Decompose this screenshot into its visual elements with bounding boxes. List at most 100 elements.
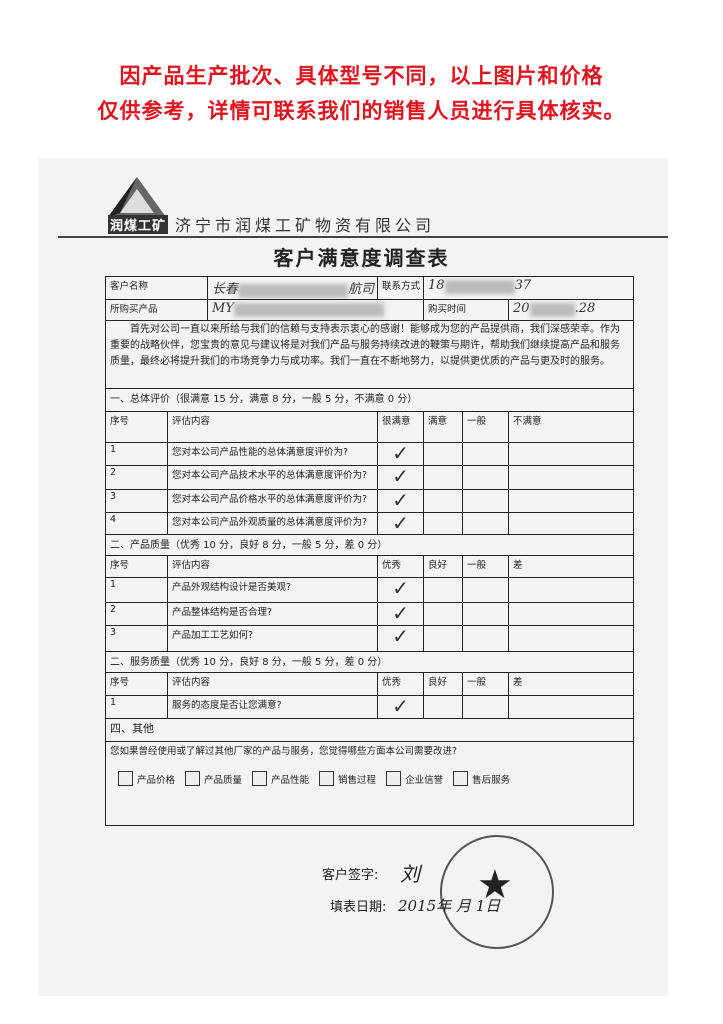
question: 服务的态度是否让您满意? xyxy=(166,695,379,719)
check-mark-icon: ✓ xyxy=(377,625,425,652)
rating-cell xyxy=(462,489,510,513)
intro-paragraph: 首先对公司一直以来所给与我们的信赖与支持表示衷心的感谢！能够成为您的产品提供商，… xyxy=(104,320,635,389)
section-title: 二、产品质量（优秀 10 分，良好 8 分，一般 5 分，差 0 分） xyxy=(104,534,635,556)
company-logo xyxy=(108,177,166,217)
rating-cell xyxy=(462,577,510,603)
rating-cell xyxy=(423,512,464,535)
product-label: 所购买产品 xyxy=(104,299,209,321)
table-row: 2 产品整体结构是否合理? ✓ xyxy=(105,602,635,626)
signature-value: 刘 xyxy=(400,862,420,886)
column-header: 一般 xyxy=(462,555,510,578)
rating-cell xyxy=(462,465,510,490)
contact-value: 18 37 xyxy=(423,276,635,300)
signature-label: 客户签字: xyxy=(322,868,379,883)
section-title: 一、总体评价（很满意 15 分，满意 8 分，一般 5 分，不满意 0 分） xyxy=(104,388,635,412)
row-number: 3 xyxy=(105,489,168,513)
rating-cell xyxy=(462,695,510,719)
check-mark-icon: ✓ xyxy=(377,695,425,719)
notice-line-1: 因产品生产批次、具体型号不同，以上图片和价格 xyxy=(119,64,604,88)
column-header: 评估内容 xyxy=(166,555,379,578)
customer-name-value: 长春 航司 xyxy=(207,276,379,300)
other-question: 您如果曾经使用或了解过其他厂家的产品与服务，您觉得哪些方面本公司需要改进? xyxy=(110,746,458,757)
rating-cell xyxy=(423,465,464,490)
table-row: 4 您对本公司产品外观质量的总体满意度评价为? ✓ xyxy=(105,512,635,535)
option-label: 售后服务 xyxy=(472,774,511,786)
column-header: 序号 xyxy=(105,555,168,578)
option-checkbox[interactable]: 售后服务 xyxy=(453,771,510,786)
date-label: 填表日期: xyxy=(330,900,387,915)
notice-line-2: 仅供参考，详情可联系我们的销售人员进行具体核实。 xyxy=(97,99,626,123)
check-mark-icon: ✓ xyxy=(377,512,425,535)
column-header: 序号 xyxy=(105,411,168,443)
option-label: 产品价格 xyxy=(137,774,176,786)
rating-cell xyxy=(423,625,464,652)
rating-cell xyxy=(508,442,635,466)
option-checkbox[interactable]: 销售过程 xyxy=(319,771,376,786)
question: 产品整体结构是否合理? xyxy=(166,602,379,626)
purchase-time-value: 20.28 xyxy=(508,299,635,321)
row-number: 2 xyxy=(105,602,168,626)
option-checkbox[interactable]: 企业信誉 xyxy=(386,771,443,786)
option-checkbox[interactable]: 产品质量 xyxy=(185,771,242,786)
rating-cell xyxy=(423,695,464,719)
purchase-time-label: 购买时间 xyxy=(423,299,510,321)
check-mark-icon: ✓ xyxy=(377,442,425,466)
rating-cell xyxy=(508,512,635,535)
rating-cell xyxy=(462,512,510,535)
column-header: 评估内容 xyxy=(166,411,379,443)
checkbox-icon[interactable] xyxy=(185,771,201,786)
column-header: 一般 xyxy=(462,411,510,443)
question: 您对本公司产品技术水平的总体满意度评价为? xyxy=(166,465,379,490)
other-title: 四、其他 xyxy=(104,718,635,742)
rating-cell xyxy=(508,602,635,626)
stamp-star-icon: ★ xyxy=(477,862,513,908)
product-value: MY xyxy=(207,299,425,321)
table-row: 3 产品加工工艺如何? ✓ xyxy=(105,625,635,652)
row-number: 2 xyxy=(105,465,168,490)
rating-cell xyxy=(423,602,464,626)
other-section: 您如果曾经使用或了解过其他厂家的产品与服务，您觉得哪些方面本公司需要改进? 产品… xyxy=(104,741,635,826)
option-label: 产品性能 xyxy=(271,774,310,786)
checkbox-icon[interactable] xyxy=(453,771,469,786)
rating-cell xyxy=(423,577,464,603)
rating-cell xyxy=(508,465,635,490)
rating-cell xyxy=(423,442,464,466)
option-checkbox[interactable]: 产品价格 xyxy=(118,771,175,786)
table-row: 2 您对本公司产品技术水平的总体满意度评价为? ✓ xyxy=(105,465,635,490)
checkbox-icon[interactable] xyxy=(118,771,133,786)
column-header: 满意 xyxy=(423,411,464,443)
question: 产品外观结构设计是否美观? xyxy=(166,577,379,603)
checkbox-icon[interactable] xyxy=(319,771,335,786)
check-mark-icon: ✓ xyxy=(377,577,425,603)
check-mark-icon: ✓ xyxy=(377,489,425,513)
question: 您对本公司产品外观质量的总体满意度评价为? xyxy=(166,512,379,535)
row-number: 1 xyxy=(105,577,168,603)
column-header: 序号 xyxy=(105,672,168,696)
checkbox-icon[interactable] xyxy=(386,771,402,786)
table-row: 1 服务的态度是否让您满意? ✓ xyxy=(105,695,635,719)
rating-cell xyxy=(423,489,464,513)
question: 您对本公司产品性能的总体满意度评价为? xyxy=(166,442,379,466)
column-header: 优秀 xyxy=(377,672,425,696)
date-value: 2015年 月 1日 xyxy=(398,897,501,915)
table-row: 1 产品外观结构设计是否美观? ✓ xyxy=(105,577,635,603)
table-row: 3 您对本公司产品价格水平的总体满意度评价为? ✓ xyxy=(105,489,635,513)
option-checkbox[interactable]: 产品性能 xyxy=(252,771,309,786)
rating-cell xyxy=(508,695,635,719)
column-header: 差 xyxy=(508,672,635,696)
rating-cell xyxy=(462,625,510,652)
header-divider xyxy=(58,236,668,238)
column-header: 良好 xyxy=(423,672,464,696)
row-number: 1 xyxy=(105,442,168,466)
checkbox-icon[interactable] xyxy=(252,771,268,786)
check-mark-icon: ✓ xyxy=(377,465,425,490)
column-header: 一般 xyxy=(462,672,510,696)
rating-cell xyxy=(508,489,635,513)
column-header: 良好 xyxy=(423,555,464,578)
contact-label: 联系方式 xyxy=(377,276,425,300)
row-number: 4 xyxy=(105,512,168,535)
option-label: 产品质量 xyxy=(204,774,243,786)
column-header: 很满意 xyxy=(377,411,425,443)
option-label: 企业信誉 xyxy=(405,774,444,786)
rating-cell xyxy=(462,442,510,466)
